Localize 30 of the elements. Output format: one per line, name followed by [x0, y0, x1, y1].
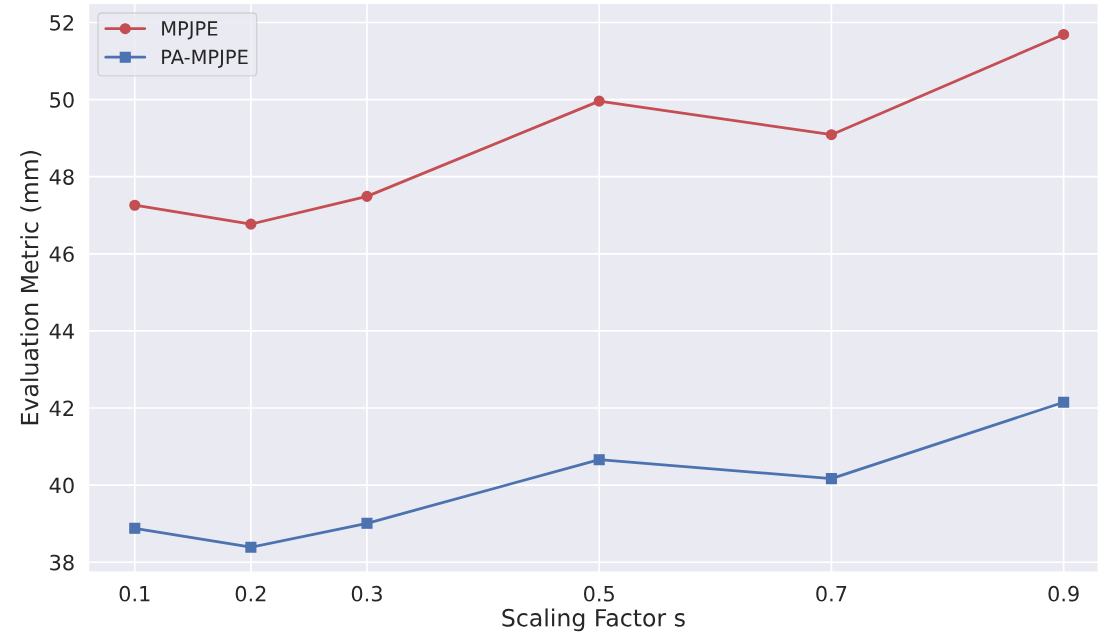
legend-label: PA-MPJPE: [162, 49, 248, 68]
y-axis-title: Evaluation Metric (mm): [20, 151, 42, 425]
point: [245, 541, 257, 553]
point: [129, 522, 141, 534]
point: [361, 517, 373, 529]
point: [825, 473, 837, 485]
point: [593, 95, 605, 107]
x-tick-label: 0.2: [235, 585, 266, 602]
x-tick-label: 0.1: [119, 585, 150, 602]
x-tick-label: 0.5: [584, 585, 614, 602]
x-tick-label: 0.9: [1048, 585, 1079, 602]
x-tick-label: 0.3: [351, 585, 382, 602]
point: [1058, 28, 1070, 40]
point: [361, 190, 373, 202]
y-tick-label: 42: [49, 400, 74, 416]
point: [1058, 396, 1070, 408]
y-tick-label: 40: [49, 477, 74, 494]
legend-label: MPJPE: [162, 21, 218, 40]
point: [129, 199, 141, 211]
point: [245, 218, 257, 230]
y-tick-label: 50: [50, 92, 74, 108]
y-tick-label: 46: [49, 246, 74, 263]
point: [825, 129, 837, 141]
y-tick-label: 44: [49, 323, 74, 339]
point: [593, 454, 605, 466]
y-tick-label: 38: [50, 554, 74, 571]
y-tick-label: 48: [49, 169, 74, 185]
x-tick-label: 0.7: [816, 585, 847, 602]
x-axis-title: Scaling Factor s: [502, 608, 685, 632]
y-tick-label: 52: [50, 14, 74, 31]
